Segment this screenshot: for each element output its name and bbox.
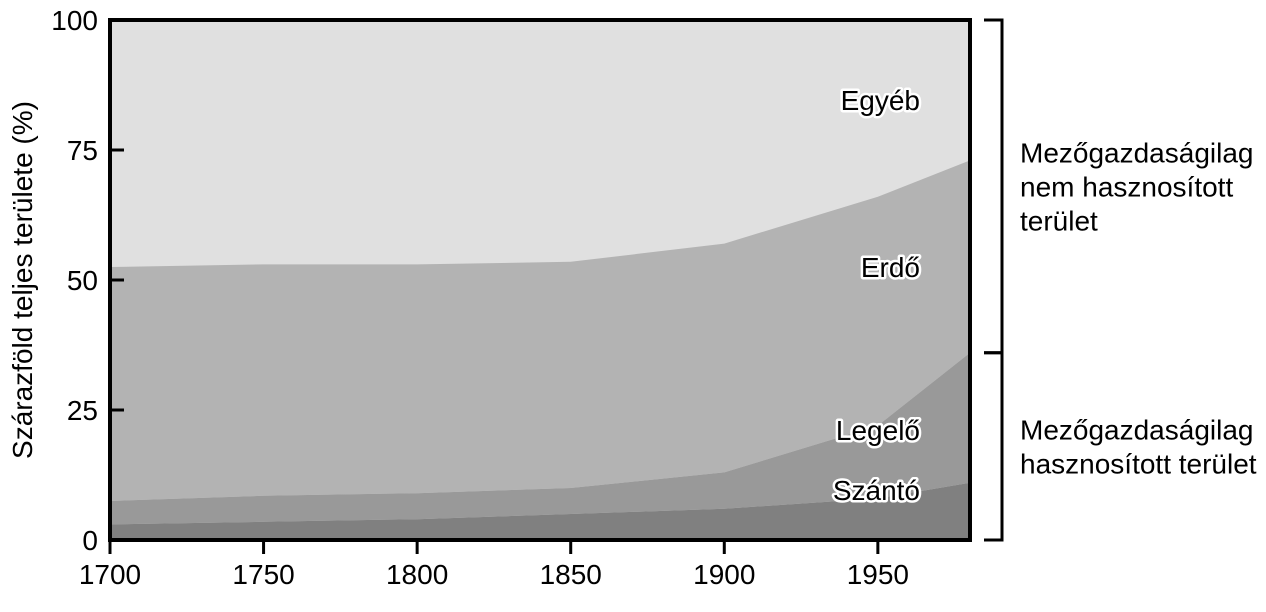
y-tick-label: 0 xyxy=(82,525,98,556)
bracket xyxy=(984,353,1002,540)
x-tick-label: 1850 xyxy=(540,559,602,590)
y-tick-label: 100 xyxy=(51,5,98,36)
x-tick-label: 1750 xyxy=(232,559,294,590)
x-tick-label: 1950 xyxy=(847,559,909,590)
x-tick-label: 1800 xyxy=(386,559,448,590)
side-label-top: Mezőgazdaságilag xyxy=(1020,137,1254,168)
x-tick-label: 1700 xyxy=(79,559,141,590)
y-axis-title: Szárazföld teljes területe (%) xyxy=(7,101,38,459)
y-tick-label: 75 xyxy=(67,135,98,166)
series-label-Szántó: Szántó xyxy=(833,475,920,506)
series-label-Erdő: Erdő xyxy=(861,252,920,283)
x-tick-label: 1900 xyxy=(693,559,755,590)
side-label-bottom: Mezőgazdaságilag xyxy=(1020,414,1254,445)
y-tick-label: 50 xyxy=(67,265,98,296)
series-label-Legelő: Legelő xyxy=(836,415,920,446)
side-label-top: nem hasznosított xyxy=(1020,171,1233,202)
side-label-top: terület xyxy=(1020,205,1098,236)
series-label-Egyéb: Egyéb xyxy=(841,85,920,116)
y-tick-label: 25 xyxy=(67,395,98,426)
bracket xyxy=(984,20,1002,353)
side-label-bottom: hasznosított terület xyxy=(1020,448,1257,479)
